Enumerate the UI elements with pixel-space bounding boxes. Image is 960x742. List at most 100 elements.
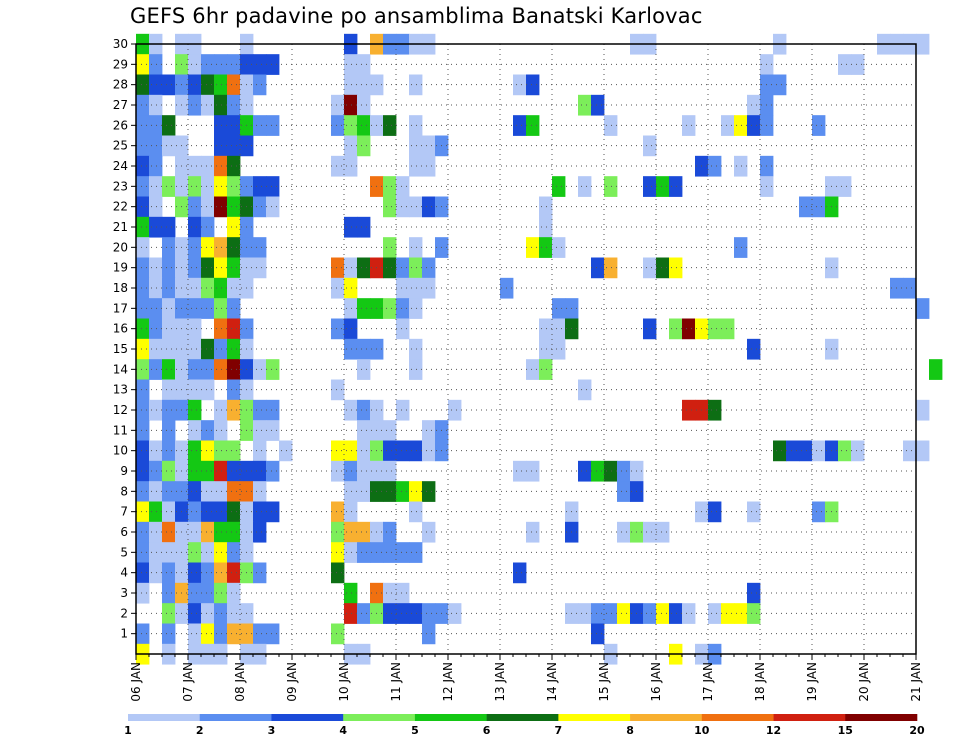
heatmap-cell [409,542,423,563]
heatmap-cell [383,521,397,543]
heatmap-cell [253,481,267,502]
colorbar-swatch [558,714,631,721]
heatmap-cell [383,542,397,563]
heatmap-cell [227,74,241,96]
heatmap-cell [149,115,163,136]
heatmap-cell [227,379,241,401]
heatmap-cell [604,176,618,197]
heatmap-cell [136,420,150,441]
y-tick-label: 1 [120,627,128,641]
heatmap-cell [227,481,241,502]
heatmap-cell [747,501,761,523]
heatmap-cell [188,318,202,340]
heatmap-cell [422,135,436,157]
heatmap-cell [214,115,228,136]
heatmap-cell [162,521,176,543]
heatmap-cell [227,440,241,462]
heatmap-cell [383,115,397,136]
heatmap-cell [201,582,215,604]
heatmap-cell [409,115,423,136]
heatmap-cell [136,298,150,319]
colorbar-swatch [630,714,703,721]
colorbar-swatch [199,714,272,721]
heatmap-cell [396,603,410,624]
y-tick-label: 4 [120,566,128,580]
heatmap-cell [409,237,423,258]
heatmap-cell [409,359,423,380]
heatmap-cell [214,94,228,116]
heatmap-cell [747,338,761,360]
heatmap-cell [253,237,267,258]
heatmap-cell [149,440,163,462]
heatmap-cell [513,115,527,136]
heatmap-cell [344,155,358,177]
heatmap-cell [214,338,228,360]
heatmap-cell [188,277,202,299]
heatmap-cell [253,115,267,136]
heatmap-cell [357,603,371,624]
heatmap-cell [617,521,631,543]
heatmap-cell [149,481,163,502]
heatmap-cell [227,237,241,258]
heatmap-cell [253,420,267,441]
heatmap-cell [227,115,241,136]
heatmap-cell [526,115,540,136]
heatmap-cell [188,298,202,319]
heatmap-cell [188,94,202,116]
heatmap-cell [162,216,176,238]
x-tick-label: 21 JAN [909,662,923,702]
heatmap-cell [357,135,371,157]
heatmap-cell [188,338,202,360]
heatmap-cell [227,542,241,563]
y-tick-label: 21 [113,220,128,234]
heatmap-cell [708,603,722,624]
heatmap-cell [214,420,228,441]
heatmap-cell [162,481,176,502]
heatmap-cell [266,176,280,197]
heatmap-cell [136,196,150,218]
heatmap-cell [188,216,202,238]
heatmap-cell [201,359,215,380]
heatmap-cell [266,623,280,645]
heatmap-cell [253,501,267,523]
heatmap-cell [149,135,163,157]
heatmap-cell [227,623,241,645]
heatmap-cell [396,399,410,421]
heatmap-cell [344,74,358,96]
heatmap-cell [188,562,202,584]
heatmap-cell [201,521,215,543]
heatmap-cell [344,54,358,75]
colorbar-swatch [271,714,344,721]
heatmap-cell [591,257,605,279]
heatmap-cell [357,521,371,543]
heatmap-cell [201,501,215,523]
heatmap-cell [409,338,423,360]
heatmap-cell [383,298,397,319]
heatmap-cell [357,216,371,238]
heatmap-cell [188,237,202,258]
heatmap-cell [604,460,618,482]
heatmap-cell [656,603,670,624]
heatmap-cell [383,176,397,197]
heatmap-cell [162,379,176,401]
heatmap-cell [201,298,215,319]
heatmap-cell [149,359,163,380]
heatmap-cell [422,257,436,279]
heatmap-cell [344,298,358,319]
heatmap-cell [188,521,202,543]
heatmap-cell [227,562,241,584]
heatmap-cell [513,562,527,584]
heatmap-cell [136,582,150,604]
heatmap-cell [162,338,176,360]
heatmap-cell [279,440,293,462]
heatmap-cell [916,298,930,319]
heatmap-cell [188,582,202,604]
heatmap-cell [214,74,228,96]
heatmap-cell [604,603,618,624]
heatmap-cell [227,399,241,421]
heatmap-cell [357,420,371,441]
colorbar-label: 4 [339,724,347,737]
heatmap-cell [227,257,241,279]
heatmap-cell [214,359,228,380]
x-tick-label: 14 JAN [545,662,559,702]
